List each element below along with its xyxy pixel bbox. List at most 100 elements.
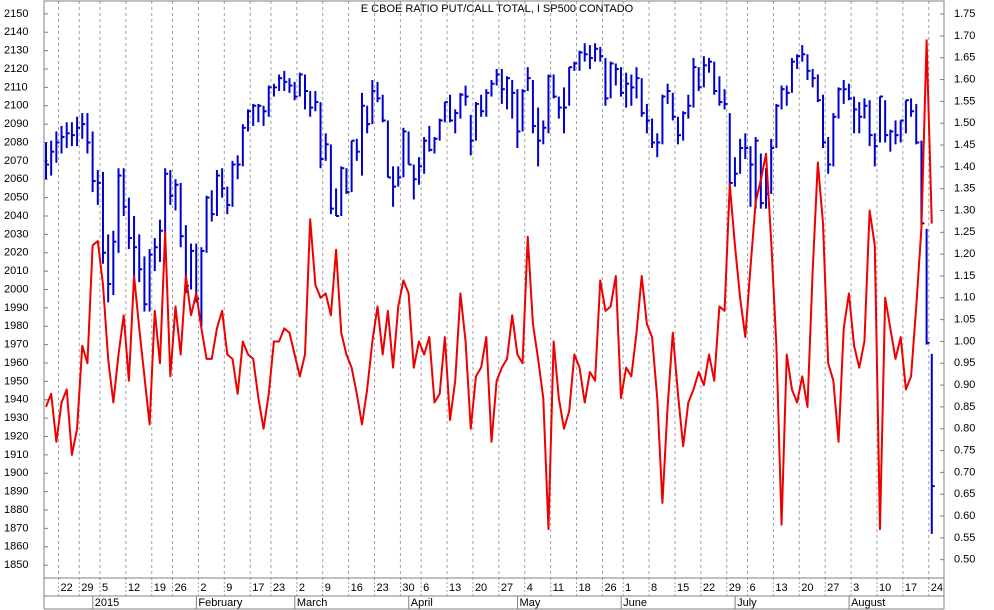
y-tick-label: 1940 bbox=[4, 394, 28, 406]
x-tick-label: 26 bbox=[604, 582, 616, 594]
y-tick-label: 1990 bbox=[4, 302, 28, 314]
y-tick-label: 1860 bbox=[4, 541, 28, 553]
y2-tick-label: 1.00 bbox=[954, 335, 975, 347]
y2-tick-label: 0.80 bbox=[954, 423, 975, 435]
x-tick-label: 23 bbox=[377, 582, 389, 594]
y-tick-label: 2060 bbox=[4, 173, 28, 185]
y-tick-label: 1970 bbox=[4, 339, 28, 351]
y-tick-label: 2130 bbox=[4, 45, 28, 57]
x-tick-label: 29 bbox=[729, 582, 741, 594]
y2-tick-label: 0.55 bbox=[954, 532, 975, 544]
y-tick-label: 1850 bbox=[4, 559, 28, 571]
x-tick-label: 8 bbox=[651, 582, 657, 594]
month-label: April bbox=[411, 597, 433, 609]
x-tick-label: 3 bbox=[853, 582, 859, 594]
x-tick-label: 20 bbox=[801, 582, 813, 594]
x-tick-label: 16 bbox=[351, 582, 363, 594]
x-tick-label: 18 bbox=[579, 582, 591, 594]
y2-tick-label: 0.95 bbox=[954, 357, 975, 369]
labels-layer: 1850186018701880189019001910192019301940… bbox=[4, 8, 975, 609]
x-tick-label: 1 bbox=[625, 582, 631, 594]
y2-tick-label: 0.50 bbox=[954, 554, 975, 566]
y-tick-label: 1910 bbox=[4, 449, 28, 461]
y2-tick-label: 1.35 bbox=[954, 183, 975, 195]
x-tick-label: 9 bbox=[325, 582, 331, 594]
x-tick-label: 27 bbox=[827, 582, 839, 594]
x-tick-label: 12 bbox=[128, 582, 140, 594]
x-tick-label: 6 bbox=[423, 582, 429, 594]
x-tick-label: 17 bbox=[905, 582, 917, 594]
y2-tick-label: 1.40 bbox=[954, 161, 975, 173]
y2-tick-label: 1.60 bbox=[954, 73, 975, 85]
marks-layer bbox=[45, 39, 935, 534]
y2-tick-label: 0.90 bbox=[954, 379, 975, 391]
x-tick-label: 17 bbox=[252, 582, 264, 594]
x-tick-label: 24 bbox=[931, 582, 943, 594]
y-tick-label: 2100 bbox=[4, 100, 28, 112]
x-tick-label: 23 bbox=[273, 582, 285, 594]
y-tick-label: 1930 bbox=[4, 412, 28, 424]
y2-tick-label: 1.15 bbox=[954, 270, 975, 282]
x-tick-label: 2 bbox=[299, 582, 305, 594]
y2-tick-label: 1.05 bbox=[954, 314, 975, 326]
y2-tick-label: 1.45 bbox=[954, 139, 975, 151]
y-tick-label: 1900 bbox=[4, 467, 28, 479]
plot-frame bbox=[43, 0, 945, 579]
y-tick-label: 2080 bbox=[4, 136, 28, 148]
x-tick-label: 10 bbox=[879, 582, 891, 594]
y-tick-label: 2000 bbox=[4, 283, 28, 295]
x-tick-label: 4 bbox=[527, 582, 533, 594]
y2-tick-label: 1.25 bbox=[954, 226, 975, 238]
x-tick-label: 20 bbox=[475, 582, 487, 594]
y2-tick-label: 1.65 bbox=[954, 52, 975, 64]
y-tick-label: 2110 bbox=[4, 81, 28, 93]
month-label: March bbox=[297, 597, 328, 609]
y-tick-label: 1960 bbox=[4, 357, 28, 369]
x-tick-label: 13 bbox=[775, 582, 787, 594]
y-tick-label: 1870 bbox=[4, 522, 28, 534]
x-tick-label: 11 bbox=[553, 582, 564, 594]
y2-tick-label: 0.60 bbox=[954, 510, 975, 522]
y2-tick-label: 0.75 bbox=[954, 444, 975, 456]
y-tick-label: 2050 bbox=[4, 192, 28, 204]
month-label: June bbox=[623, 597, 647, 609]
y-tick-label: 2070 bbox=[4, 155, 28, 167]
x-tick-label: 26 bbox=[175, 582, 187, 594]
x-tick-label: 2 bbox=[200, 582, 206, 594]
y-tick-label: 1950 bbox=[4, 375, 28, 387]
x-tick-label: 22 bbox=[61, 582, 73, 594]
y-tick-label: 2150 bbox=[4, 8, 28, 20]
y2-tick-label: 1.20 bbox=[954, 248, 975, 260]
y2-tick-label: 1.75 bbox=[954, 8, 975, 20]
y-tick-label: 2140 bbox=[4, 26, 28, 38]
y-tick-label: 1890 bbox=[4, 486, 28, 498]
y2-tick-label: 1.55 bbox=[954, 95, 975, 107]
y-tick-label: 2090 bbox=[4, 118, 28, 130]
y2-tick-label: 1.50 bbox=[954, 117, 975, 129]
x-tick-label: 9 bbox=[226, 582, 232, 594]
y-tick-label: 2020 bbox=[4, 247, 28, 259]
x-tick-label: 29 bbox=[81, 582, 93, 594]
x-tick-label: 5 bbox=[102, 582, 108, 594]
y-tick-label: 1920 bbox=[4, 430, 28, 442]
x-tick-label: 22 bbox=[703, 582, 715, 594]
ratio-line bbox=[45, 39, 933, 531]
y-tick-label: 2030 bbox=[4, 228, 28, 240]
y-tick-label: 1880 bbox=[4, 504, 28, 516]
y-tick-label: 2040 bbox=[4, 210, 28, 222]
x-tick-label: 13 bbox=[449, 582, 461, 594]
y2-tick-label: 1.70 bbox=[954, 30, 975, 42]
month-label: February bbox=[198, 597, 243, 609]
x-tick-label: 30 bbox=[402, 582, 414, 594]
chart-title: E CBOE RATIO PUT/CALL TOTAL, I SP500 CON… bbox=[361, 3, 634, 15]
x-tick-label: 15 bbox=[677, 582, 689, 594]
y-tick-label: 1980 bbox=[4, 320, 28, 332]
month-label: May bbox=[520, 597, 541, 609]
y2-tick-label: 0.65 bbox=[954, 488, 975, 500]
y2-tick-label: 1.30 bbox=[954, 204, 975, 216]
y-tick-label: 2120 bbox=[4, 63, 28, 75]
x-tick-label: 19 bbox=[154, 582, 166, 594]
